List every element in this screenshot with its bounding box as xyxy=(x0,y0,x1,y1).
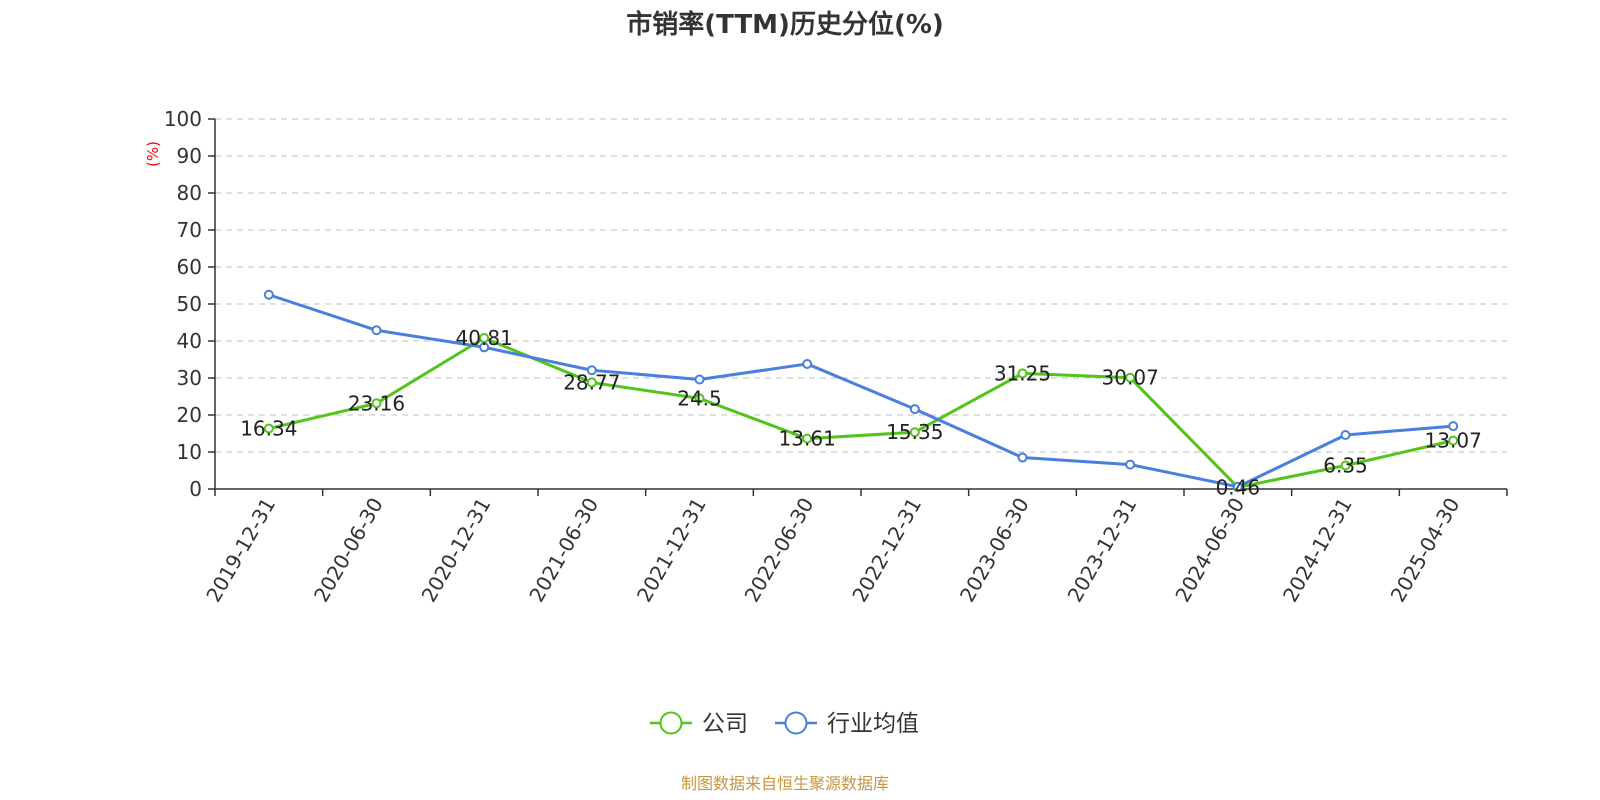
data-label: 0.46 xyxy=(1216,475,1261,499)
data-point[interactable] xyxy=(1125,372,1136,383)
y-tick-label: 50 xyxy=(177,292,202,316)
y-axis-label: (%) xyxy=(144,141,162,167)
x-tick-label: 2022-06-30 xyxy=(740,494,819,607)
data-point[interactable] xyxy=(479,333,490,344)
data-point[interactable] xyxy=(479,342,490,353)
legend-marker xyxy=(659,711,683,735)
series-line-0 xyxy=(268,336,1454,489)
data-point[interactable] xyxy=(1448,421,1459,432)
axes: 0 10 20 30 40 50 60 70 80 90 100 2019-12-31 2020-06-… xyxy=(164,107,1508,607)
x-tick-label: 2021-12-31 xyxy=(632,494,711,607)
y-tick-label: 40 xyxy=(177,329,202,353)
legend[interactable]: 公司 行业均值 xyxy=(650,711,919,737)
data-label: 13.61 xyxy=(779,427,836,451)
series-lines xyxy=(263,289,1459,493)
data-point[interactable] xyxy=(1340,460,1351,471)
data-point[interactable] xyxy=(802,433,813,444)
data-label: 16.34 xyxy=(240,417,297,441)
x-tick-label: 2022-12-31 xyxy=(847,494,926,607)
data-point[interactable] xyxy=(1017,368,1028,379)
data-label: 6.35 xyxy=(1323,454,1368,478)
data-point[interactable] xyxy=(586,377,597,388)
data-point[interactable] xyxy=(1340,429,1351,440)
x-tick-label: 2019-12-31 xyxy=(201,494,280,607)
legend-label: 公司 xyxy=(702,711,748,737)
data-label: 23.16 xyxy=(348,391,405,415)
x-tick-label: 2023-12-31 xyxy=(1063,494,1142,607)
data-label: 28.77 xyxy=(563,371,620,395)
y-tick-label: 20 xyxy=(177,403,202,427)
data-point[interactable] xyxy=(371,325,382,336)
data-point[interactable] xyxy=(909,427,920,438)
y-tick-label: 90 xyxy=(177,144,202,168)
grid-lines xyxy=(215,118,1507,453)
x-tick-label: 2025-04-30 xyxy=(1386,494,1465,607)
data-point[interactable] xyxy=(263,423,274,434)
data-point[interactable] xyxy=(694,374,705,385)
x-tick-label: 2024-06-30 xyxy=(1170,494,1249,607)
data-point[interactable] xyxy=(802,358,813,369)
data-point[interactable] xyxy=(1017,452,1028,463)
y-tick-label: 0 xyxy=(189,477,202,501)
source-note: 制图数据来自恒生聚源数据库 xyxy=(681,774,889,793)
data-point[interactable] xyxy=(1232,481,1243,492)
data-point[interactable] xyxy=(371,398,382,409)
legend-marker xyxy=(784,711,808,735)
data-label: 40.81 xyxy=(456,326,513,350)
data-point[interactable] xyxy=(263,289,274,300)
x-tick-label: 2023-06-30 xyxy=(955,494,1034,607)
data-label: 15.35 xyxy=(886,420,943,444)
legend-item[interactable]: 公司 xyxy=(650,711,748,737)
y-tick-label: 10 xyxy=(177,440,202,464)
data-point[interactable] xyxy=(1448,435,1459,446)
data-point[interactable] xyxy=(586,365,597,376)
legend-item[interactable]: 行业均值 xyxy=(775,711,919,737)
x-tick-label: 2021-06-30 xyxy=(524,494,603,607)
data-label: 24.5 xyxy=(677,386,722,410)
x-tick-label: 2020-12-31 xyxy=(417,494,496,607)
legend-label: 行业均值 xyxy=(827,711,919,737)
data-point[interactable] xyxy=(1125,459,1136,470)
data-point[interactable] xyxy=(909,404,920,415)
series-line-1 xyxy=(268,293,1454,489)
y-tick-label: 100 xyxy=(164,107,202,131)
data-point[interactable] xyxy=(694,393,705,404)
chart-title: 市销率(TTM)历史分位(%) xyxy=(626,9,944,40)
y-tick-label: 60 xyxy=(177,255,202,279)
data-label: 13.07 xyxy=(1425,429,1482,453)
y-tick-label: 80 xyxy=(177,181,202,205)
x-tick-label: 2024-12-31 xyxy=(1278,494,1357,607)
y-tick-label: 30 xyxy=(177,366,202,390)
data-label: 30.07 xyxy=(1102,366,1159,390)
data-label: 31.25 xyxy=(994,361,1051,385)
y-tick-label: 70 xyxy=(177,218,202,242)
x-tick-label: 2020-06-30 xyxy=(309,494,388,607)
data-labels: 16.34 23.16 40.81 28.77 24.5 13.61 15.35 31.25 3… xyxy=(240,326,1482,499)
